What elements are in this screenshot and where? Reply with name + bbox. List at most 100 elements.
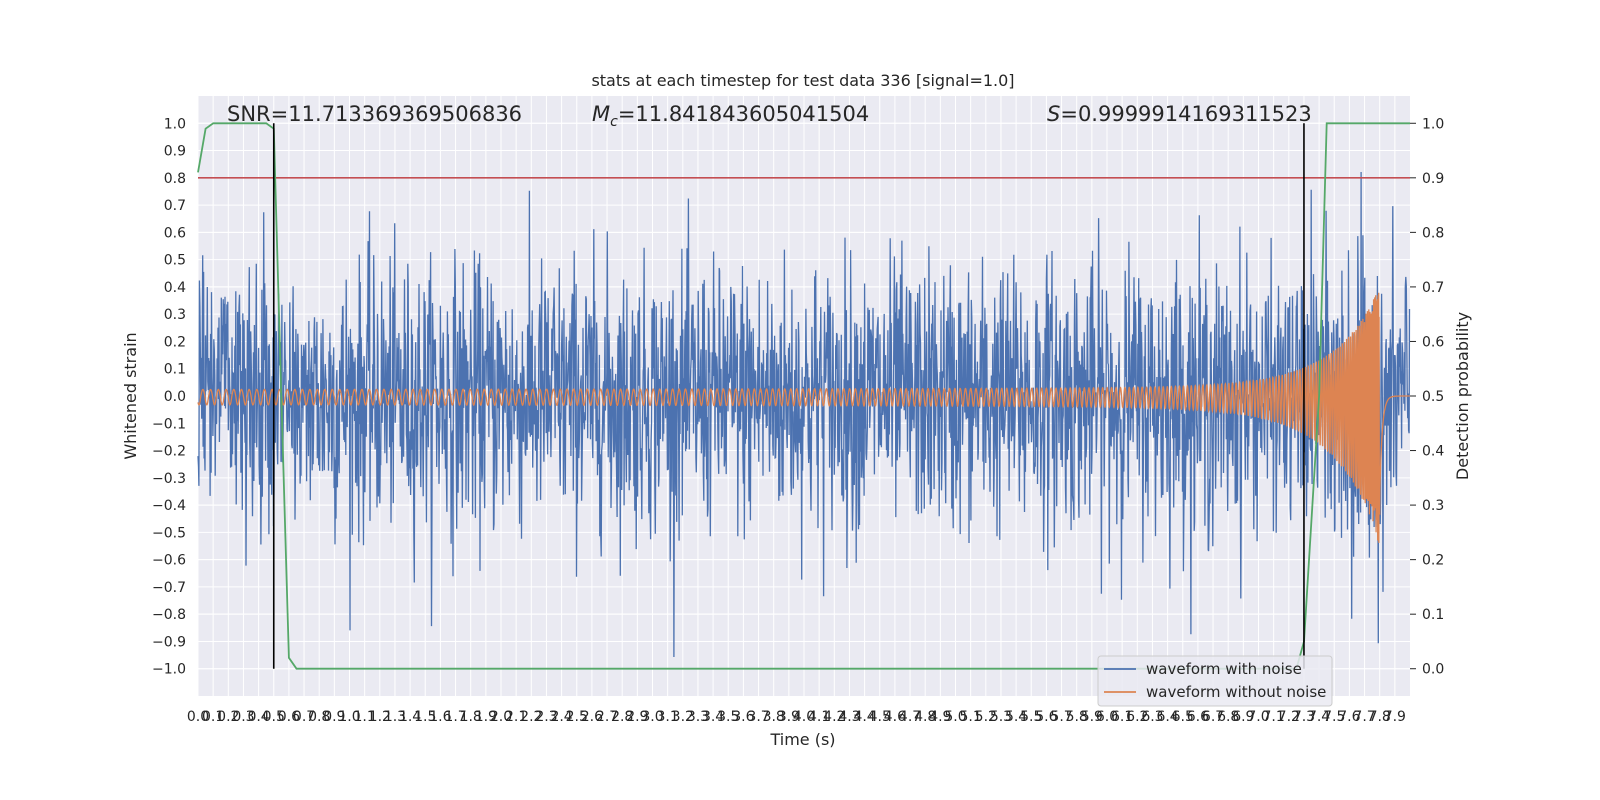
y-tick-label: 1.0 [164,116,186,132]
y-tick-label: −0.2 [152,444,186,460]
y-tick-label: −0.8 [152,607,186,623]
overlay-lines [197,122,1410,670]
x-tick-label: 5.9 [1081,709,1103,725]
x-tick-label: 6.8 [1217,709,1239,725]
x-tick-label: 4.7 [899,709,921,725]
x-tick-label: 7.2 [1278,709,1300,725]
x-tick-label: 4.6 [884,709,906,725]
y-tick-label: −0.6 [152,553,186,569]
x-tick-label: 2.9 [626,709,648,725]
x-tick-label: 3.2 [672,709,694,725]
x-tick-label: 4.2 [823,709,845,725]
x-tick-label: 0.0 [187,709,209,725]
x-tick-label: 0.4 [247,709,269,725]
x-tick-label: 5.0 [944,709,966,725]
y-tick-label: 0.1 [164,362,186,378]
y-right-tick-label: 0.4 [1422,444,1444,460]
y-tick-label: 0.8 [164,171,186,187]
x-tick-label: 2.3 [535,709,557,725]
x-tick-label: 7.6 [1338,709,1360,725]
x-tick-label: 7.4 [1308,709,1330,725]
x-tick-label: 3.7 [747,709,769,725]
y-tick-label: 0.2 [164,334,186,350]
x-tick-label: 5.2 [975,709,997,725]
y-right-tick-label: 0.9 [1422,171,1444,187]
y-right-axis-label: Detection probability [1453,312,1472,480]
y-right-tick-label: 0.5 [1422,389,1444,405]
x-tick-label: 4.5 [869,709,891,725]
chirp-mass-annotation: Mc=11.841843605041504 [592,102,869,130]
x-tick-label: 3.6 [732,709,754,725]
detection-probability-line [197,122,1410,670]
x-tick-label: 4.3 [838,709,860,725]
x-tick-label: 0.6 [278,709,300,725]
x-tick-label: 7.8 [1369,709,1391,725]
mc-symbol: M [592,102,610,126]
mc-value: =11.841843605041504 [618,102,869,126]
y-tick-label: 0.3 [164,307,186,323]
y-right-tick-label: 0.2 [1422,553,1444,569]
y-tick-label: −0.7 [152,580,186,596]
x-tick-label: 0.7 [293,709,315,725]
x-tick-label: 2.0 [490,709,512,725]
y-tick-label: 0.5 [164,253,186,269]
y-tick-label: −0.3 [152,471,186,487]
y-right-tick-label: 0.3 [1422,498,1444,514]
x-tick-label: 1.7 [444,709,466,725]
legend-box [1097,655,1333,707]
x-tick-label: 1.3 [384,709,406,725]
y-right-tick-label: 0.6 [1422,334,1444,350]
x-tick-labels: 0.00.10.20.30.40.50.60.70.80.91.01.11.21… [187,709,1406,725]
x-tick-label: 1.2 [369,709,391,725]
series-waveform-without-noise [197,292,1410,543]
x-tick-label: 1.9 [475,709,497,725]
x-tick-label: 5.5 [1020,709,1042,725]
x-tick-label: 3.5 [717,709,739,725]
y-tick-label: −0.1 [152,416,186,432]
y-axis-label: Whitened strain [121,332,140,459]
x-tick-label: 5.7 [1050,709,1072,725]
x-tick-label: 3.0 [641,709,663,725]
x-tick-label: 2.6 [581,709,603,725]
x-axis-label: Time (s) [769,730,835,749]
y-tick-label: 0.7 [164,198,186,214]
x-tick-label: 2.1 [505,709,527,725]
x-tick-label: 0.3 [232,709,254,725]
x-tick-label: 4.1 [808,709,830,725]
y-right-tick-label: 0.1 [1422,607,1444,623]
s-value: =0.9999914169311523 [1060,102,1311,126]
y-right-tick-label: 1.0 [1422,116,1444,132]
snr-annotation: SNR=11.713369369506836 [227,102,522,126]
s-symbol: S [1047,102,1060,126]
x-tick-label: 3.4 [702,709,724,725]
x-tick-label: 4.4 [853,709,875,725]
x-tick-label: 5.4 [1005,709,1027,725]
x-tick-label: 7.9 [1384,709,1406,725]
mc-subscript: c [610,114,618,130]
x-tick-label: 1.8 [460,709,482,725]
y-tick-label: −0.5 [152,525,186,541]
legend-label-chirp: waveform without noise [1146,683,1326,701]
x-tick-label: 6.0 [1096,709,1118,725]
x-tick-label: 7.1 [1263,709,1285,725]
y-right-tick-label: 0.8 [1422,225,1444,241]
x-tick-label: 1.4 [399,709,421,725]
x-tick-label: 3.9 [778,709,800,725]
x-tick-label: 3.1 [657,709,679,725]
legend: waveform with noise waveform without noi… [1097,655,1333,707]
x-tick-label: 7.5 [1323,709,1345,725]
x-tick-label: 6.1 [1111,709,1133,725]
waveform-without-noise-line [197,292,1410,543]
x-tick-label: 1.5 [414,709,436,725]
x-tick-label: 4.8 [914,709,936,725]
x-tick-label: 6.6 [1187,709,1209,725]
y-tick-label: 0.0 [164,389,186,405]
x-tick-label: 5.6 [1035,709,1057,725]
x-tick-label: 0.9 [323,709,345,725]
x-tick-label: 2.2 [520,709,542,725]
x-tick-label: 0.8 [308,709,330,725]
y-right-tick-labels: 1.0 0.9 0.8 0.7 0.6 0.5 0.4 0.3 0.2 0.1 0.0 [1410,116,1444,678]
x-tick-label: 7.7 [1353,709,1375,725]
x-tick-label: 1.6 [429,709,451,725]
x-tick-label: 5.1 [960,709,982,725]
